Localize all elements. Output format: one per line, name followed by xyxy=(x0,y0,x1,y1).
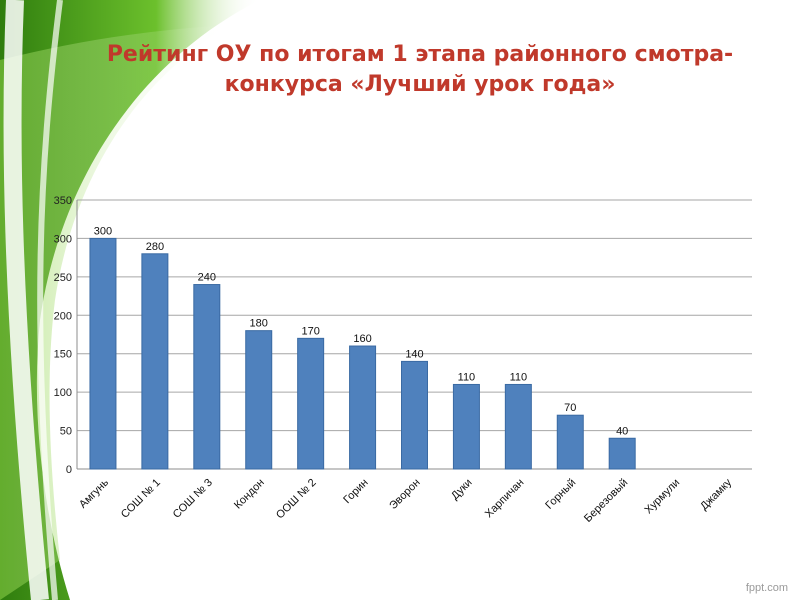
y-tick-label: 0 xyxy=(66,464,72,476)
x-tick-label: Кондон xyxy=(232,477,267,512)
x-tick-label: Горин xyxy=(341,477,370,506)
y-tick-label: 350 xyxy=(54,195,72,207)
bar-value-label: 170 xyxy=(301,325,319,337)
bar xyxy=(401,360,428,470)
x-tick-label: Дуки xyxy=(449,477,475,503)
bar-value-label: 140 xyxy=(405,348,423,360)
white-swoosh-line-2 xyxy=(37,0,63,600)
y-tick-label: 50 xyxy=(60,426,72,438)
green-swoosh-highlight xyxy=(0,25,230,600)
x-tick-label: Эворон xyxy=(387,477,422,512)
x-tick-label: Джамку xyxy=(698,476,734,512)
bar xyxy=(297,337,325,470)
bar xyxy=(349,345,377,470)
bar xyxy=(141,253,169,470)
credit-text: fppt.com xyxy=(745,582,788,594)
y-axis-ticks: 0 50 100 150 200 250 300 350 xyxy=(54,195,72,476)
x-tick-label: СОШ № 1 xyxy=(119,477,163,521)
x-axis-ticks: Амгунь СОШ № 1 СОШ № 3 Кондон ООШ № 2 Горин Эв… xyxy=(77,476,735,525)
bar-value-label: 70 xyxy=(564,402,576,414)
bar xyxy=(245,330,273,470)
bar xyxy=(452,383,480,470)
bar-value-label: 300 xyxy=(94,225,112,237)
x-tick-label: ООШ № 2 xyxy=(274,477,319,522)
x-tick-label: Березовый xyxy=(582,477,630,525)
x-tick-label: Горный xyxy=(543,477,578,512)
y-tick-label: 300 xyxy=(54,233,72,245)
bar xyxy=(504,383,532,470)
chart-bars xyxy=(89,237,636,470)
bar-value-label: 110 xyxy=(458,371,476,383)
white-swoosh-line xyxy=(3,0,49,600)
x-tick-label: СОШ № 3 xyxy=(171,477,215,521)
bar-value-label: 160 xyxy=(353,333,371,345)
y-tick-label: 150 xyxy=(54,349,72,361)
bar-value-label: 110 xyxy=(510,371,528,383)
slide-title: Рейтинг ОУ по итогам 1 этапа районного с… xyxy=(106,42,734,97)
x-tick-label: Харпичан xyxy=(483,477,527,521)
x-tick-label: Хурмули xyxy=(643,477,683,517)
value-labels: 300 280 240 180 170 160 140 110 110 70 40 xyxy=(94,225,629,437)
bar xyxy=(556,414,584,470)
bar-value-label: 40 xyxy=(616,425,628,437)
y-tick-label: 200 xyxy=(54,310,72,322)
bar-value-label: 280 xyxy=(146,241,164,253)
bar-value-label: 240 xyxy=(198,272,216,284)
y-tick-label: 100 xyxy=(54,387,72,399)
x-tick-label: Амгунь xyxy=(77,476,111,510)
bar xyxy=(89,237,117,470)
bar-value-label: 180 xyxy=(250,318,268,330)
bar xyxy=(608,437,636,470)
y-tick-label: 250 xyxy=(54,272,72,284)
bar xyxy=(193,284,221,470)
